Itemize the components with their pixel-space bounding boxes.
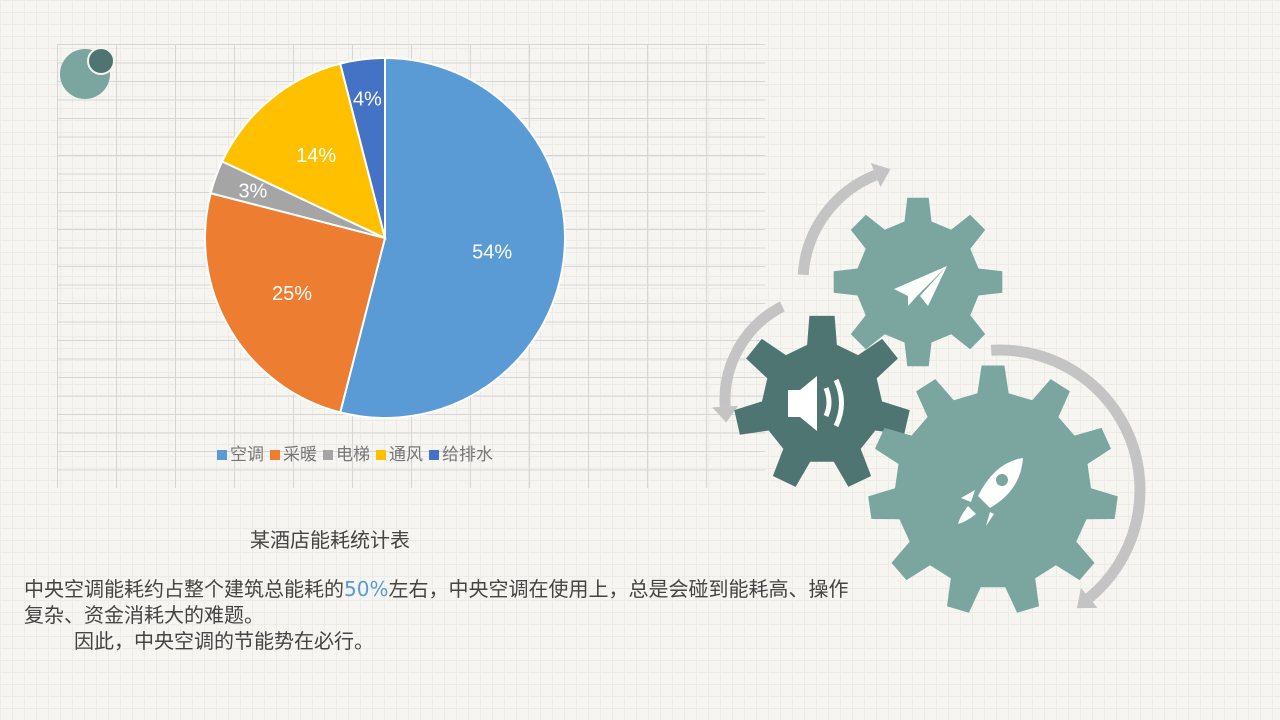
- legend-item: 给排水: [429, 440, 493, 465]
- chart-caption: 某酒店能耗统计表: [250, 528, 410, 552]
- gears-illustration: [712, 162, 1146, 613]
- pie-slice-采暖: [204, 192, 387, 414]
- legend-swatch: [217, 450, 227, 460]
- slice-label: 54%: [472, 242, 512, 264]
- legend-swatch: [376, 450, 386, 460]
- speaker-icon: [788, 376, 844, 431]
- legend-item: 空调: [217, 440, 264, 465]
- pie-chart: 54% 25% 3% 14% 4%: [204, 56, 566, 419]
- highlight-percent: 50%: [344, 577, 389, 601]
- legend-swatch: [429, 450, 439, 460]
- description-paragraph: 中央空调能耗约占整个建筑总能耗的50%左右，中央空调在使用上，总是会碰到能耗高、…: [24, 576, 864, 654]
- slice-label: 14%: [296, 145, 336, 167]
- arrowhead-icon: [712, 405, 739, 423]
- text: 左右，中央空调在使用上，总是会碰到能耗高、操作复杂、资金消耗大的难题。: [24, 577, 849, 627]
- chart-legend: 空调 采暖 电梯 通风 给排水: [217, 440, 493, 465]
- slice-label: 25%: [272, 283, 312, 305]
- rocket-icon: [958, 458, 1023, 526]
- arrowhead-icon: [1076, 587, 1098, 609]
- legend-swatch: [270, 450, 280, 460]
- logo-circles: [60, 47, 115, 99]
- text: 中央空调能耗约占整个建筑总能耗的: [24, 577, 344, 601]
- speaker-gear: [734, 315, 910, 487]
- slice-label: 3%: [238, 180, 267, 202]
- conclusion-text: 因此，中央空调的节能势在必行。: [74, 629, 374, 653]
- legend-swatch: [323, 450, 333, 460]
- paper-plane-icon: [894, 266, 947, 306]
- legend-item: 电梯: [323, 440, 370, 465]
- pie-slice-通风: [220, 62, 387, 240]
- arrowhead-icon: [870, 162, 891, 188]
- legend-item: 通风: [376, 440, 423, 465]
- slice-label: 4%: [353, 89, 382, 111]
- rotation-arrow: [719, 301, 785, 407]
- rotation-arrow: [990, 344, 1146, 603]
- pie-slice-空调: [339, 56, 566, 419]
- legend-item: 采暖: [270, 440, 317, 465]
- pie-slice-给排水: [339, 56, 386, 239]
- rotation-arrow: [797, 169, 878, 276]
